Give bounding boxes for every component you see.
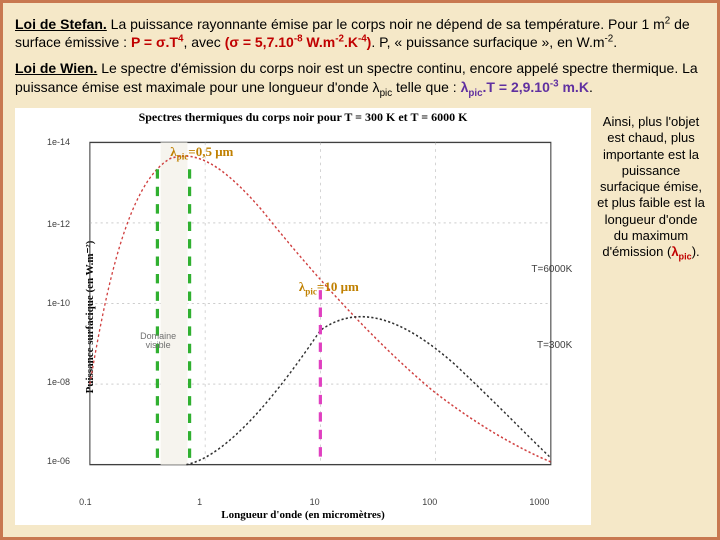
stefan-law: Loi de Stefan. La puissance rayonnante é… [15, 15, 705, 51]
chart-container: Spectres thermiques du corps noir pour T… [15, 108, 591, 525]
chart-title: Spectres thermiques du corps noir pour T… [15, 108, 591, 127]
annot-peak-300: λpic=10 μm [299, 279, 359, 297]
ytick-1: 1e-12 [47, 219, 70, 229]
x-axis-label: Longueur d'onde (en micromètres) [15, 507, 591, 525]
plot-area: 0.1 1 10 100 1000 1e-14 1e-12 1e-10 1e-0… [47, 129, 583, 505]
ytick-3: 1e-08 [47, 377, 70, 387]
label-6000k: T=6000K [531, 264, 572, 275]
stefan-title: Loi de Stefan. [15, 16, 107, 32]
wien-title: Loi de Wien. [15, 60, 97, 76]
ytick-2: 1e-10 [47, 298, 70, 308]
side-commentary: Ainsi, plus l'objet est chaud, plus impo… [597, 108, 705, 525]
xtick-2: 10 [310, 497, 320, 507]
visible-domain-label: Domaine visible [138, 332, 178, 350]
ytick-4: 1e-06 [47, 456, 70, 466]
lower-row: Spectres thermiques du corps noir pour T… [15, 108, 705, 525]
label-300k: T=300K [537, 340, 572, 351]
wien-law: Loi de Wien. Le spectre d'émission du co… [15, 59, 705, 100]
xtick-4: 1000 [529, 497, 549, 507]
xtick-3: 100 [422, 497, 437, 507]
chart-svg [47, 129, 583, 505]
xtick-1: 1 [197, 497, 202, 507]
xtick-0: 0.1 [79, 497, 92, 507]
annot-peak-6000: λpic=0,5 μm [170, 144, 233, 162]
ytick-0: 1e-14 [47, 137, 70, 147]
